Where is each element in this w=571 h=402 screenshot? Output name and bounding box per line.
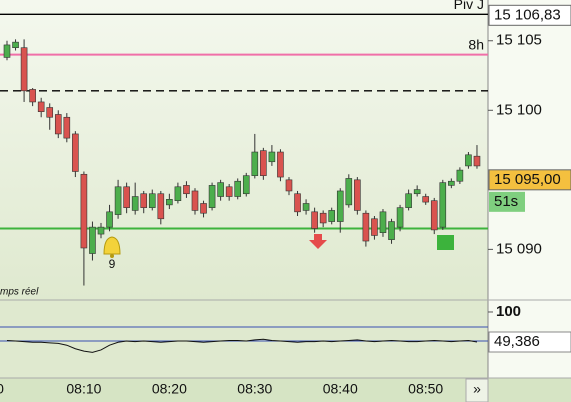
candle-body [63, 116, 71, 139]
level-label: 8h [468, 36, 484, 52]
y-tick-label: 15 105 [496, 32, 542, 49]
candle-body [54, 114, 62, 135]
candle-body [413, 189, 421, 195]
candle-body [97, 226, 105, 235]
candle-body [12, 41, 19, 49]
candle-body [183, 185, 190, 195]
x-tick-label: 0 [0, 381, 4, 397]
candle-body [148, 193, 156, 208]
candle-body [268, 151, 276, 163]
candle-body [191, 190, 199, 211]
candle-body [72, 133, 79, 172]
y-tick-label: 15 100 [496, 101, 542, 118]
candle-body [3, 44, 11, 58]
x-tick-label: 08:20 [152, 381, 187, 397]
x-tick-label: 08:10 [66, 381, 101, 397]
candle-body [302, 203, 310, 211]
candle-body [174, 186, 182, 201]
y-tick-label: 100 [496, 303, 521, 320]
candle-body [336, 190, 344, 222]
candle-body [234, 180, 242, 197]
candle-body [430, 200, 438, 231]
candle-body [354, 179, 361, 211]
candle-body [166, 199, 173, 206]
candle-body [260, 150, 267, 176]
candle-body [89, 226, 96, 254]
candle-body [285, 179, 293, 192]
candle-body [29, 89, 36, 103]
candle-body [345, 178, 353, 206]
candle-body [80, 173, 88, 249]
x-tick-label: 08:50 [408, 381, 443, 397]
candle-body [157, 193, 165, 220]
candle-body [379, 211, 387, 233]
candle-body [328, 210, 336, 222]
buy-marker [437, 235, 454, 250]
candle-body [106, 211, 113, 228]
x-tick-label: 08:40 [323, 381, 358, 397]
price-tag-label: 15 106,83 [494, 6, 561, 23]
candle-body [20, 47, 28, 92]
candle-body [208, 185, 216, 208]
candle-body [396, 207, 404, 228]
candle-body [277, 151, 284, 178]
candle-body [140, 193, 148, 208]
candle-body [294, 193, 301, 213]
candle-body [131, 196, 139, 211]
candle-body [362, 212, 370, 242]
annotation: mps réel [0, 287, 39, 298]
candle-body [311, 211, 318, 229]
indicator-line [6, 338, 478, 353]
y-tick-label: 15 090 [496, 240, 542, 257]
price-tag-label: 15 095,00 [494, 171, 561, 188]
price-tag [488, 4, 571, 26]
candles [3, 39, 481, 286]
candle-body [405, 193, 412, 208]
candle-body [465, 154, 472, 167]
candle-body [200, 203, 207, 214]
price-tag [488, 169, 571, 191]
sell-arrow [309, 234, 327, 249]
candle-body [251, 151, 259, 176]
candle-body [448, 180, 455, 186]
plot-bg [0, 0, 488, 300]
value-tag [488, 331, 571, 353]
candle-body [37, 101, 45, 112]
candle-body [46, 107, 54, 118]
candle-body [319, 212, 327, 224]
candle-body [439, 182, 447, 228]
x-tick-label: 08:30 [237, 381, 272, 397]
scroll-button[interactable] [465, 378, 489, 402]
countdown-bg [489, 191, 525, 212]
alert-bell[interactable] [103, 236, 121, 258]
candle-body [114, 186, 122, 215]
candle-body [225, 186, 233, 197]
candle-body [217, 182, 224, 197]
scroll-icon[interactable]: » [473, 381, 481, 397]
candle-body [473, 155, 481, 167]
candle-body [456, 169, 464, 182]
candle-body [242, 175, 250, 195]
alert-count: 9 [109, 257, 116, 271]
level-label: Piv J [454, 0, 484, 12]
candle-body [388, 221, 395, 240]
candle-body [371, 218, 378, 236]
candle-body [422, 196, 430, 203]
countdown: 51s [494, 193, 518, 210]
candle-body [123, 186, 130, 208]
indicator-bg [0, 300, 488, 378]
value-tag-label: 49,386 [494, 333, 540, 350]
